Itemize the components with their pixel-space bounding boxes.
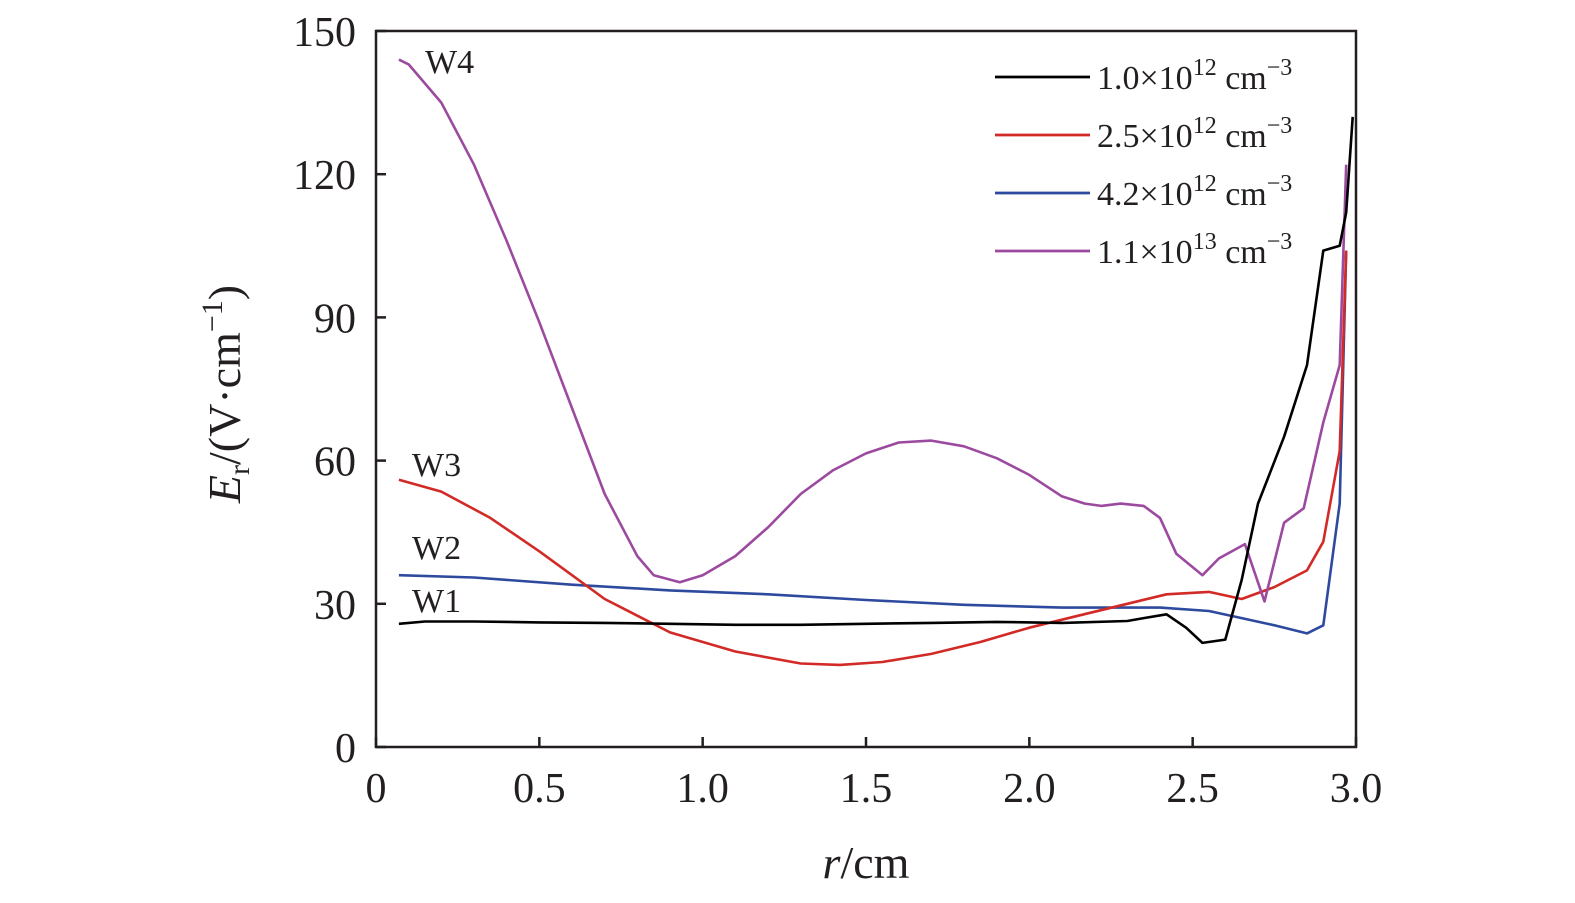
legend-entry: 2.5×1012 cm−3 (1097, 113, 1292, 155)
legend: 1.0×1012 cm−3 2.5×1012 cm−3 4.2×1012 cm−3 1… (995, 55, 1292, 271)
x-axis-title: r/cm (823, 837, 910, 888)
series-label: W2 (412, 530, 461, 567)
x-tick-label: 2.5 (1166, 766, 1219, 812)
x-axis-title-var: r (823, 837, 842, 888)
y-tick-label: 90 (314, 296, 356, 342)
x-tick-label: 3.0 (1330, 766, 1383, 812)
y-axis-title-var: E (199, 475, 250, 504)
series-lines (398, 58, 1354, 667)
series-label: W1 (412, 583, 461, 620)
series-labels: W1 W3 W2 W4 (412, 44, 474, 620)
y-axis-title-sub: r (223, 465, 256, 475)
y-tick-label: 0 (335, 726, 356, 772)
y-tick-label: 60 (314, 440, 356, 486)
y-axis-title-close: ) (199, 285, 250, 300)
y-axis-title: Er/(V·cm−1) (196, 285, 256, 504)
series-line (398, 58, 1348, 603)
x-tick-label: 1.5 (840, 766, 893, 812)
series-line (398, 116, 1354, 645)
series-line (398, 250, 1348, 667)
legend-entry: 1.0×1012 cm−3 (1097, 55, 1292, 97)
series-line (398, 250, 1348, 635)
legend-entry: 4.2×1012 cm−3 (1097, 171, 1292, 213)
y-axis-title-sup: −1 (196, 300, 229, 332)
y-tick-label: 150 (293, 10, 356, 56)
x-tick-label: 0 (366, 766, 387, 812)
y-tick-label: 120 (293, 153, 356, 199)
x-axis-ticks: 0 0.5 1.0 1.5 2.0 2.5 3.0 (366, 737, 1383, 812)
y-tick-label: 30 (314, 583, 356, 629)
x-tick-label: 2.0 (1003, 766, 1056, 812)
y-axis-ticks: 0 30 60 90 120 150 (293, 10, 386, 772)
series-label: W3 (412, 447, 461, 484)
y-axis-title-unit: /(V·cm (199, 332, 250, 465)
series-label: W4 (425, 44, 474, 81)
x-axis-title-unit: /cm (840, 837, 909, 888)
x-tick-label: 1.0 (676, 766, 729, 812)
legend-entry: 1.1×1013 cm−3 (1097, 229, 1292, 271)
x-tick-label: 0.5 (513, 766, 566, 812)
